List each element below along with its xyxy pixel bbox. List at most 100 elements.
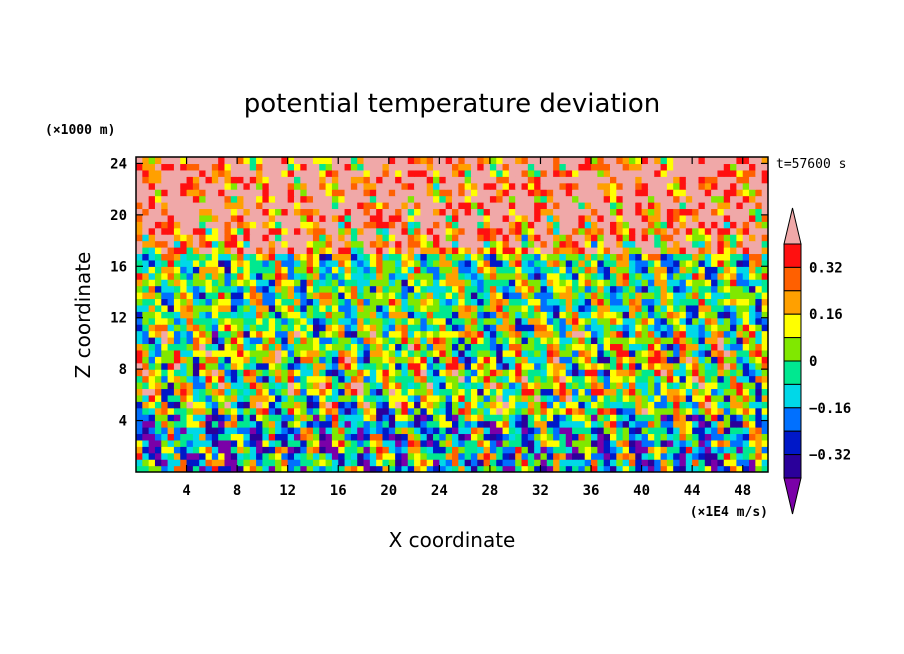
- heatmap-cell: [376, 292, 384, 300]
- heatmap-cell: [363, 439, 371, 447]
- heatmap-cell: [154, 157, 162, 165]
- heatmap-cell: [401, 240, 409, 248]
- heatmap-cell: [515, 247, 523, 255]
- heatmap-cell: [540, 388, 548, 396]
- heatmap-cell: [597, 304, 605, 312]
- heatmap-cell: [502, 227, 510, 235]
- heatmap-cell: [142, 304, 150, 312]
- heatmap-cell: [553, 317, 561, 325]
- heatmap-cell: [445, 369, 453, 377]
- heatmap-cell: [331, 452, 339, 460]
- heatmap-cell: [591, 285, 598, 293]
- heatmap-cell: [610, 285, 617, 293]
- heatmap-cell: [515, 465, 523, 472]
- heatmap-cell: [527, 202, 535, 210]
- heatmap-cell: [477, 169, 485, 177]
- x-tick-label: 12: [279, 483, 296, 499]
- heatmap-cell: [508, 439, 516, 447]
- heatmap-cell: [407, 420, 415, 428]
- heatmap-cell: [761, 259, 768, 267]
- heatmap-cell: [565, 240, 573, 248]
- heatmap-cell: [723, 330, 731, 338]
- heatmap-cell: [344, 221, 352, 229]
- heatmap-cell: [350, 407, 358, 415]
- heatmap-cell: [268, 208, 276, 216]
- heatmap-cell: [312, 349, 320, 357]
- heatmap-cell: [761, 356, 768, 364]
- heatmap-cell: [325, 311, 333, 319]
- heatmap-cell: [527, 182, 535, 190]
- heatmap-cell: [275, 375, 282, 383]
- heatmap-cell: [458, 433, 466, 441]
- heatmap-cell: [161, 195, 169, 203]
- heatmap-cell: [502, 259, 510, 267]
- heatmap-cell: [742, 311, 750, 319]
- heatmap-cell: [666, 298, 674, 306]
- heatmap-cell: [249, 279, 257, 287]
- heatmap-cell: [546, 176, 554, 184]
- heatmap-cell: [698, 414, 706, 422]
- colorbar-segment: [783, 430, 802, 456]
- x-tick-label: 32: [532, 483, 549, 499]
- heatmap-cell: [559, 388, 567, 396]
- heatmap-cell: [344, 240, 352, 248]
- heatmap-cell: [647, 388, 655, 396]
- heatmap-cell: [591, 401, 598, 409]
- heatmap-cell: [761, 292, 768, 300]
- heatmap-cell: [654, 420, 662, 428]
- heatmap-cell: [161, 375, 169, 383]
- heatmap-cell: [641, 202, 649, 210]
- heatmap-cell: [230, 259, 238, 267]
- heatmap-cell: [622, 382, 630, 390]
- heatmap-cell: [376, 375, 384, 383]
- heatmap-cell: [249, 208, 257, 216]
- heatmap-cell: [647, 394, 655, 402]
- heatmap-cell: [666, 292, 674, 300]
- heatmap-cell: [445, 279, 453, 287]
- heatmap-cell: [325, 234, 333, 242]
- heatmap-cell: [641, 452, 649, 460]
- heatmap-cell: [186, 214, 194, 222]
- heatmap-cell: [294, 407, 301, 415]
- heatmap-cell: [173, 311, 181, 319]
- heatmap-cell: [692, 356, 700, 364]
- heatmap-cell: [647, 459, 655, 467]
- heatmap-cell: [148, 317, 156, 325]
- heatmap-cell: [300, 459, 308, 467]
- heatmap-cell: [673, 266, 681, 274]
- heatmap-cell: [230, 452, 238, 460]
- heatmap-cell: [584, 195, 592, 203]
- heatmap-cell: [287, 189, 295, 197]
- heatmap-cell: [192, 234, 200, 242]
- heatmap-cell: [749, 324, 756, 332]
- heatmap-cell: [572, 349, 579, 357]
- heatmap-cell: [243, 394, 251, 402]
- heatmap-cell: [338, 337, 346, 345]
- heatmap-cell: [154, 356, 162, 364]
- heatmap-cell: [666, 285, 674, 293]
- heatmap-cell: [173, 446, 181, 454]
- heatmap-cell: [262, 292, 270, 300]
- heatmap-cell: [578, 362, 586, 370]
- heatmap-cell: [319, 202, 327, 210]
- heatmap-cell: [452, 182, 459, 190]
- heatmap-cell: [704, 266, 712, 274]
- heatmap-cell: [742, 452, 750, 460]
- colorbar-segment: [783, 407, 802, 432]
- heatmap-cell: [736, 311, 744, 319]
- heatmap-cell: [382, 157, 390, 165]
- heatmap-cell: [243, 234, 251, 242]
- heatmap-cell: [553, 465, 561, 472]
- heatmap-cell: [186, 356, 194, 364]
- heatmap-cell: [458, 311, 466, 319]
- heatmap-cell: [685, 163, 693, 171]
- heatmap-cell: [300, 157, 308, 165]
- heatmap-cell: [173, 259, 181, 267]
- heatmap-cell: [173, 452, 181, 460]
- heatmap-cell: [363, 465, 371, 472]
- heatmap-cell: [508, 298, 516, 306]
- heatmap-cell: [610, 420, 617, 428]
- heatmap-cell: [363, 427, 371, 435]
- heatmap-cell: [622, 452, 630, 460]
- heatmap-cell: [622, 253, 630, 261]
